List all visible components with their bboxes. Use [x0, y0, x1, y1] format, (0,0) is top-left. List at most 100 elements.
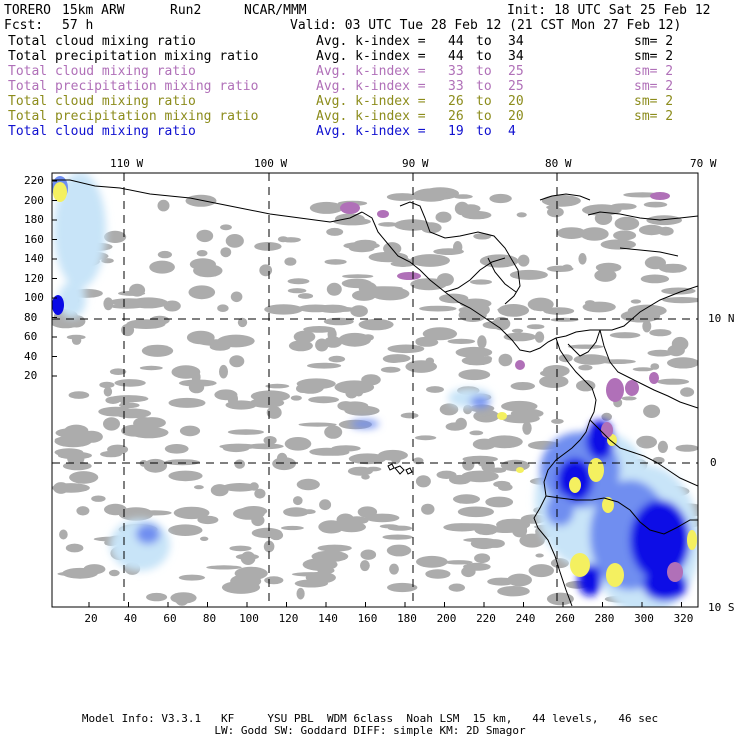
cloud-blob — [439, 403, 459, 416]
cloud-blob — [129, 283, 146, 297]
cloud-blob — [104, 230, 127, 243]
model-org: NCAR/MMM — [244, 3, 307, 18]
cloud-blob — [656, 378, 690, 385]
legend-to-word: to — [476, 64, 492, 79]
cloud-blob — [57, 451, 92, 460]
cloud-blob — [337, 521, 366, 533]
cloud-blob — [52, 319, 83, 324]
cloud-blob — [657, 440, 669, 453]
cloud-blob — [194, 485, 204, 490]
cloud-blob — [303, 326, 336, 333]
cloud-blob — [474, 553, 491, 563]
cloud-blob — [453, 194, 473, 199]
cloud-blob — [601, 412, 612, 421]
x-tick-label: 280 — [594, 612, 615, 625]
cloud-blob — [266, 406, 282, 419]
cloud-blob — [425, 569, 451, 579]
lat-label-10n: 10 N — [708, 312, 735, 325]
x-tick-label: 240 — [515, 612, 536, 625]
cloud-blob — [462, 455, 498, 463]
cloud-blob — [164, 459, 201, 466]
coastlines — [52, 179, 698, 607]
cloud-blob — [613, 230, 637, 241]
legend-to-word: to — [476, 79, 492, 94]
legend-field: Total precipitation mixing ratio — [8, 79, 259, 94]
cloud-blob — [221, 580, 261, 594]
cloud-blob — [415, 336, 434, 346]
cloud-blob — [341, 401, 369, 411]
cloud-blob — [461, 210, 492, 220]
cloud-blob — [297, 304, 334, 313]
cloud-blob — [479, 254, 519, 268]
cloud-blob — [217, 304, 229, 313]
cloud-blob — [101, 258, 114, 264]
cloud-blob — [522, 421, 532, 435]
legend-to-value: 20 — [508, 94, 524, 109]
lon-label-110w: 110 W — [110, 157, 144, 170]
cloud-blob — [444, 560, 473, 565]
cloud-blob — [69, 471, 99, 484]
x-tick-label: 60 — [163, 612, 177, 625]
cloud-blob — [157, 199, 170, 212]
cloud-blob — [435, 211, 452, 223]
cloud-blob — [191, 370, 201, 384]
legend-avg-label: Avg. k-index = — [316, 64, 426, 79]
cloud-blob — [485, 496, 514, 508]
legend-to-value: 25 — [508, 64, 524, 79]
cloud-blob — [534, 331, 545, 343]
cloud-blob — [324, 336, 343, 348]
lon-label-100w: 100 W — [254, 157, 288, 170]
plot-frame — [51, 172, 699, 608]
cloud-blob — [317, 544, 352, 552]
legend-from-value: 26 — [448, 109, 464, 124]
cloud-blob — [259, 264, 273, 277]
cloud-blob — [263, 436, 277, 445]
x-tick-label: 100 — [239, 612, 259, 625]
cloud-blob — [206, 565, 242, 570]
x-tick-label: 140 — [318, 612, 338, 625]
legend-avg-label: Avg. k-index = — [316, 49, 426, 64]
cloud-blob — [284, 437, 312, 451]
cloud-blob — [519, 533, 545, 548]
cloud-blob — [516, 212, 527, 218]
cloud-blob — [640, 274, 670, 284]
cloud-blob — [222, 483, 258, 492]
cloud-blob — [642, 320, 652, 333]
legend-to-value: 20 — [508, 109, 524, 124]
cloud-blob — [254, 242, 282, 251]
cloud-blob — [497, 586, 530, 597]
cloud-blob — [234, 566, 268, 581]
cloud-blob — [225, 234, 244, 248]
cloud-blob — [387, 582, 418, 593]
cloud-blob — [188, 381, 205, 394]
cloud-blob — [309, 201, 344, 214]
cloud-blob — [649, 329, 672, 337]
legend-row: Total cloud mixing ratio Avg. k-index = 44… — [8, 34, 728, 49]
cloud-blob — [527, 297, 554, 312]
cloud-blob — [578, 252, 587, 265]
cloud-blob — [328, 355, 346, 363]
cloud-blob — [168, 524, 203, 536]
cloud-blob — [254, 488, 266, 499]
cloud-blob — [386, 193, 418, 201]
cloud-blob — [524, 409, 536, 414]
cloud-blob — [455, 417, 467, 430]
legend-row: Total cloud mixing ratio Avg. k-index = 26… — [8, 94, 728, 109]
cloud-blob — [139, 365, 163, 371]
cloud-blob — [556, 227, 587, 240]
cloud-blob — [214, 389, 238, 401]
cloud-blob — [227, 429, 264, 435]
lat-label-0: 0 — [710, 456, 717, 469]
cloud-blob — [303, 560, 332, 569]
cloud-blob — [551, 418, 564, 424]
legend-smoothing: sm= 2 — [634, 94, 674, 109]
cloud-blob — [477, 335, 487, 349]
cloud-blob — [326, 282, 342, 296]
cloud-blob — [458, 369, 491, 381]
cloud-blob — [447, 338, 476, 344]
cloud-blob — [366, 286, 403, 291]
cloud-blob — [473, 233, 492, 240]
forecast-label: Fcst: — [4, 18, 44, 33]
cloud-blob — [196, 229, 214, 243]
x-tick-label: 200 — [436, 612, 457, 625]
